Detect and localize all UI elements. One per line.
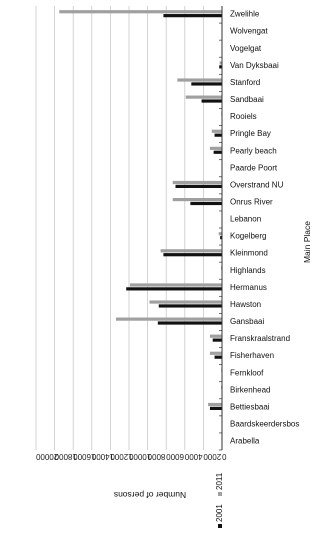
category-label: Wolvengat	[230, 27, 268, 36]
bar-2001-20	[214, 355, 222, 359]
category-label: Baardskeerdersbos	[230, 419, 299, 428]
bar-2011-23	[208, 402, 222, 407]
x-tick-label: 0	[221, 452, 226, 461]
x-tick-label: 2000	[203, 452, 221, 461]
category-label: Pringle Bay	[230, 129, 271, 138]
bar-2011-4	[177, 78, 222, 82]
bar-2001-13	[220, 236, 222, 240]
bar-2001-4	[191, 82, 222, 86]
category-label: Lebanon	[230, 215, 261, 224]
bar-2001-10	[175, 184, 222, 189]
bar-2001-17	[158, 304, 222, 308]
legend-label-2011: 2011	[215, 472, 224, 490]
x-tick-label: 12000	[110, 452, 133, 461]
y-axis-title: Main Place	[302, 221, 312, 263]
category-label: Zwelihle	[230, 10, 260, 19]
bar-2001-8	[213, 150, 222, 154]
bar-2011-0	[59, 10, 222, 14]
x-tick-label: 18000	[54, 452, 77, 461]
bar-2001-16	[126, 287, 222, 291]
category-label: Bettiesbaai	[230, 402, 270, 411]
x-tick-label: 4000	[184, 452, 202, 461]
category-label: Paarde Poort	[230, 163, 278, 172]
bar-2011-3	[219, 61, 222, 65]
category-label: Stanford	[230, 78, 260, 87]
category-label: Highlands	[230, 266, 266, 275]
gridlines	[35, 6, 223, 450]
bar-2011-13	[218, 232, 222, 236]
x-tick-label: 8000	[147, 452, 165, 461]
legend-items: 2001 2011	[215, 472, 224, 528]
category-label: Onrus River	[230, 197, 273, 206]
category-label: Van Dyksbaai	[230, 61, 279, 70]
bar-2011-16	[129, 283, 222, 287]
category-label: Hawston	[230, 300, 261, 309]
category-label: Birkenhead	[230, 385, 270, 394]
category-label: Overstrand NU	[230, 180, 284, 189]
bar-2001-7	[214, 133, 222, 137]
category-label: Kogelberg	[230, 232, 266, 241]
category-label: Rooiels	[230, 112, 257, 121]
bar-2011-5	[185, 95, 222, 99]
bar-2011-19	[209, 334, 222, 338]
category-label: Franskraalstrand	[230, 334, 290, 343]
legend-swatch-2011	[218, 492, 222, 496]
bar-2011-8	[209, 146, 222, 150]
x-tick-label: 14000	[91, 452, 114, 461]
bar-2001-19	[212, 338, 222, 342]
bar-2001-14	[163, 253, 222, 257]
legend-label-2001: 2001	[215, 504, 224, 522]
x-tick-label: 20000	[35, 452, 58, 461]
x-axis-title: Number of persons	[114, 490, 186, 500]
bar-2001-3	[219, 65, 222, 69]
category-label: Fernkloof	[230, 368, 264, 377]
legend-swatch-2001	[218, 524, 222, 528]
bar-2011-7	[211, 129, 222, 133]
x-tick-label: 6000	[166, 452, 184, 461]
bar-2011-11	[172, 197, 222, 202]
x-tick-label: 16000	[73, 452, 96, 461]
category-label: Vogelgat	[230, 44, 262, 53]
category-label: Arabella	[230, 437, 260, 446]
x-tick-label: 10000	[128, 452, 151, 461]
category-label: Kleinmond	[230, 249, 268, 258]
category-label: Gansbaai	[230, 317, 264, 326]
bar-2011-10	[172, 180, 222, 185]
bar-2011-20	[209, 351, 222, 355]
bar-2001-0	[163, 14, 222, 18]
bar-2001-5	[201, 99, 222, 103]
category-labels: Zwelihle Wolvengat Vogelgat Van Dyksbaai Sta…	[230, 10, 299, 446]
bar-2011-14	[160, 249, 222, 253]
category-label: Fisherhaven	[230, 351, 274, 360]
bars-group	[59, 10, 222, 441]
category-label: Pearly beach	[230, 146, 277, 155]
category-label: Hermanus	[230, 283, 267, 292]
bar-2011-18	[115, 317, 222, 321]
bar-2011-17	[149, 300, 222, 304]
legend: 2001 2011	[215, 472, 224, 528]
value-axis: 0200040006000800010000120001400016000180…	[35, 6, 226, 461]
bar-2001-18	[157, 321, 222, 325]
bar-2001-11	[190, 201, 222, 206]
bar-2001-23	[209, 406, 222, 411]
category-label: Sandbaai	[230, 95, 264, 104]
